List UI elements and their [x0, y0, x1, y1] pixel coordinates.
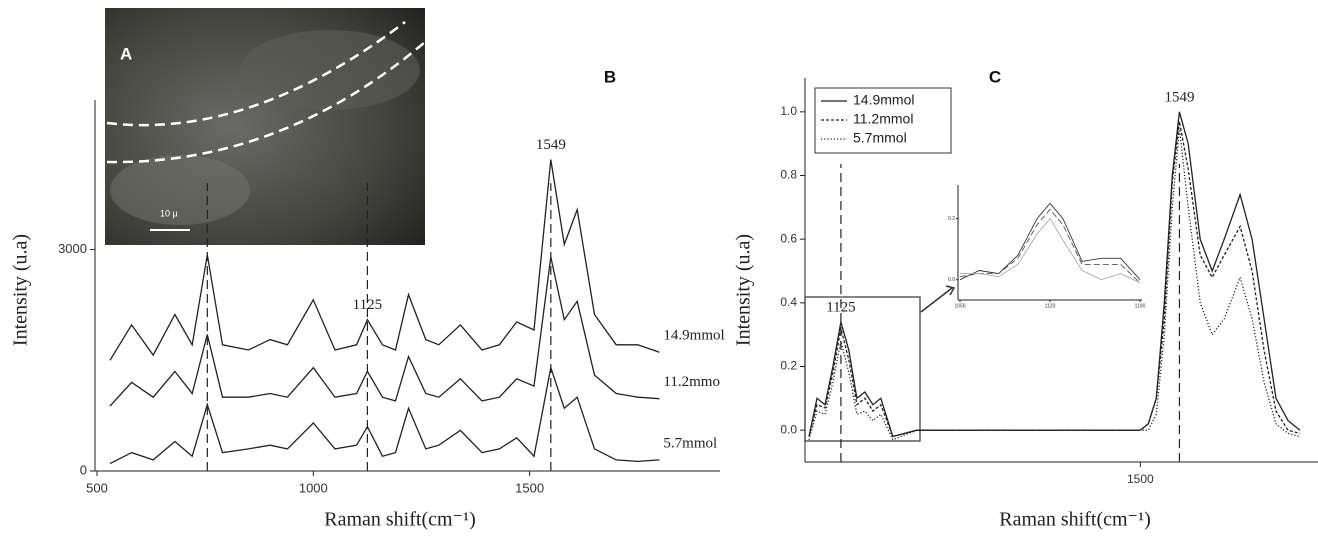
y-axis-title: Intensity (u.a) — [10, 234, 32, 346]
legend-label: 14.9mmol — [853, 92, 914, 108]
data-line — [109, 365, 660, 465]
x-tick-label: 1050 — [954, 303, 965, 309]
peak-label: 1549 — [536, 137, 566, 153]
chart-panel: 0.0 0.2 1050 1120 1190 — [948, 185, 1146, 309]
data-line — [808, 121, 1301, 438]
peak-label: 1125 — [353, 297, 382, 313]
peak-label: 1549 — [1164, 89, 1194, 105]
y-tick-label: 0 — [80, 462, 87, 477]
peak-label: 1125 — [826, 299, 855, 315]
x-axis-title: Raman shift(cm⁻¹) — [324, 509, 476, 531]
data-line — [959, 202, 1141, 281]
y-tick-label: 0.0 — [780, 422, 797, 436]
legend: 14.9mmol 11.2mmol 5.7mmol — [814, 87, 952, 154]
zoom-box — [804, 185, 1142, 442]
x-tick-label: 1120 — [1045, 303, 1056, 309]
data-line — [109, 159, 660, 361]
y-tick-label: 0.2 — [780, 359, 797, 373]
y-tick-label: 0.2 — [948, 216, 955, 222]
y-tick-label: 0.8 — [780, 168, 797, 182]
series-label: 5.7mmol — [663, 435, 717, 451]
panel-label: C — [989, 67, 1001, 86]
y-axis-title: Intensity (u.a) — [733, 234, 755, 346]
series-label: 14.9mmol — [663, 328, 724, 344]
legend-label: 11.2mmol — [853, 111, 913, 127]
micrograph: A 10 μ — [105, 8, 426, 245]
y-tick-label: 0.4 — [780, 295, 797, 309]
x-axis-title: Raman shift(cm⁻¹) — [999, 509, 1151, 531]
y-tick-label: 0.0 — [948, 277, 955, 283]
legend-label: 5.7mmol — [853, 130, 907, 146]
chart-panel: 0.0 0.2 0.4 0.6 0.8 1.0 1500 1125 1549 14.9mmol 11… — [733, 67, 1318, 531]
panel-label: B — [604, 67, 616, 86]
scale-bar-label: 10 μ — [160, 208, 178, 218]
y-tick-label: 1.0 — [780, 104, 797, 118]
x-tick-label: 1190 — [1135, 303, 1146, 309]
x-tick-label: 1000 — [299, 480, 328, 495]
x-tick-label: 1500 — [1127, 472, 1154, 486]
data-line — [960, 217, 1141, 284]
data-line — [109, 256, 660, 407]
x-tick-label: 1500 — [515, 480, 544, 495]
chart-panel: 0 3000 500 1000 1500 1125 1549 14.9mmol 11.2mmo 5… — [10, 67, 725, 530]
panel-label: A — [120, 44, 132, 63]
y-tick-label: 0.6 — [780, 231, 797, 245]
data-line — [959, 208, 1141, 284]
x-tick-label: 500 — [86, 480, 108, 495]
series-label: 11.2mmo — [663, 374, 720, 390]
y-tick-label: 3000 — [58, 241, 87, 256]
